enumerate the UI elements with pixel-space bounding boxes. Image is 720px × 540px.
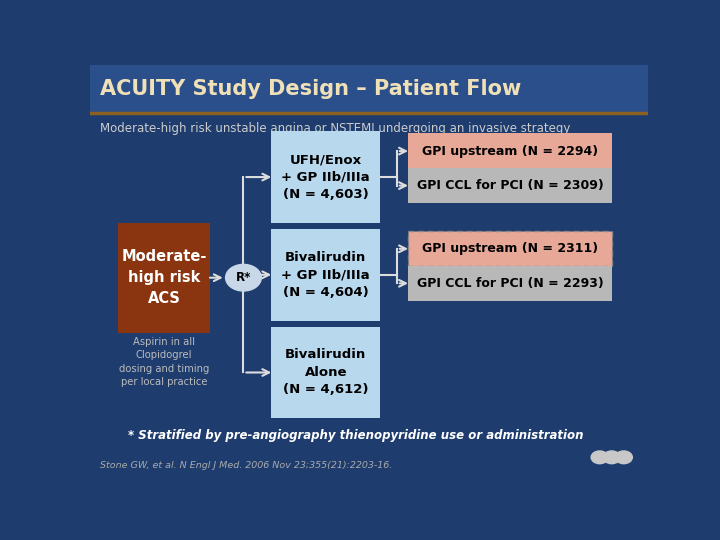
Text: GPI CCL for PCI (N = 2309): GPI CCL for PCI (N = 2309) — [416, 179, 603, 192]
FancyBboxPatch shape — [408, 133, 612, 168]
Text: GPI CCL for PCI (N = 2293): GPI CCL for PCI (N = 2293) — [416, 277, 603, 290]
Text: R*: R* — [235, 271, 251, 284]
FancyBboxPatch shape — [118, 223, 210, 333]
FancyBboxPatch shape — [408, 168, 612, 203]
Text: Moderate-high risk unstable angina or NSTEMI undergoing an invasive strategy: Moderate-high risk unstable angina or NS… — [100, 122, 570, 135]
Text: GPI upstream (N = 2311): GPI upstream (N = 2311) — [422, 242, 598, 255]
Text: * Stratified by pre-angiography thienopyridine use or administration: * Stratified by pre-angiography thienopy… — [128, 429, 583, 442]
FancyBboxPatch shape — [271, 229, 380, 321]
Text: ACUITY Study Design – Patient Flow: ACUITY Study Design – Patient Flow — [100, 79, 521, 99]
FancyBboxPatch shape — [408, 266, 612, 301]
Circle shape — [616, 451, 632, 464]
Text: Bivalirudin
Alone
(N = 4,612): Bivalirudin Alone (N = 4,612) — [283, 348, 369, 396]
Circle shape — [603, 451, 620, 464]
Text: Aspirin in all
Clopidogrel
dosing and timing
per local practice: Aspirin in all Clopidogrel dosing and ti… — [119, 337, 209, 387]
Text: UFH/Enox
+ GP IIb/IIIa
(N = 4,603): UFH/Enox + GP IIb/IIIa (N = 4,603) — [282, 153, 370, 201]
Circle shape — [225, 265, 261, 291]
FancyBboxPatch shape — [271, 327, 380, 418]
FancyBboxPatch shape — [408, 231, 612, 266]
Text: GPI upstream (N = 2294): GPI upstream (N = 2294) — [422, 145, 598, 158]
Text: Moderate-
high risk
ACS: Moderate- high risk ACS — [121, 249, 207, 306]
Text: Bivalirudin
+ GP IIb/IIIa
(N = 4,604): Bivalirudin + GP IIb/IIIa (N = 4,604) — [282, 251, 370, 299]
FancyBboxPatch shape — [271, 131, 380, 223]
Bar — [90, 65, 648, 113]
Text: Stone GW, et al. N Engl J Med. 2006 Nov 23;355(21):2203-16.: Stone GW, et al. N Engl J Med. 2006 Nov … — [100, 461, 392, 470]
Circle shape — [591, 451, 608, 464]
